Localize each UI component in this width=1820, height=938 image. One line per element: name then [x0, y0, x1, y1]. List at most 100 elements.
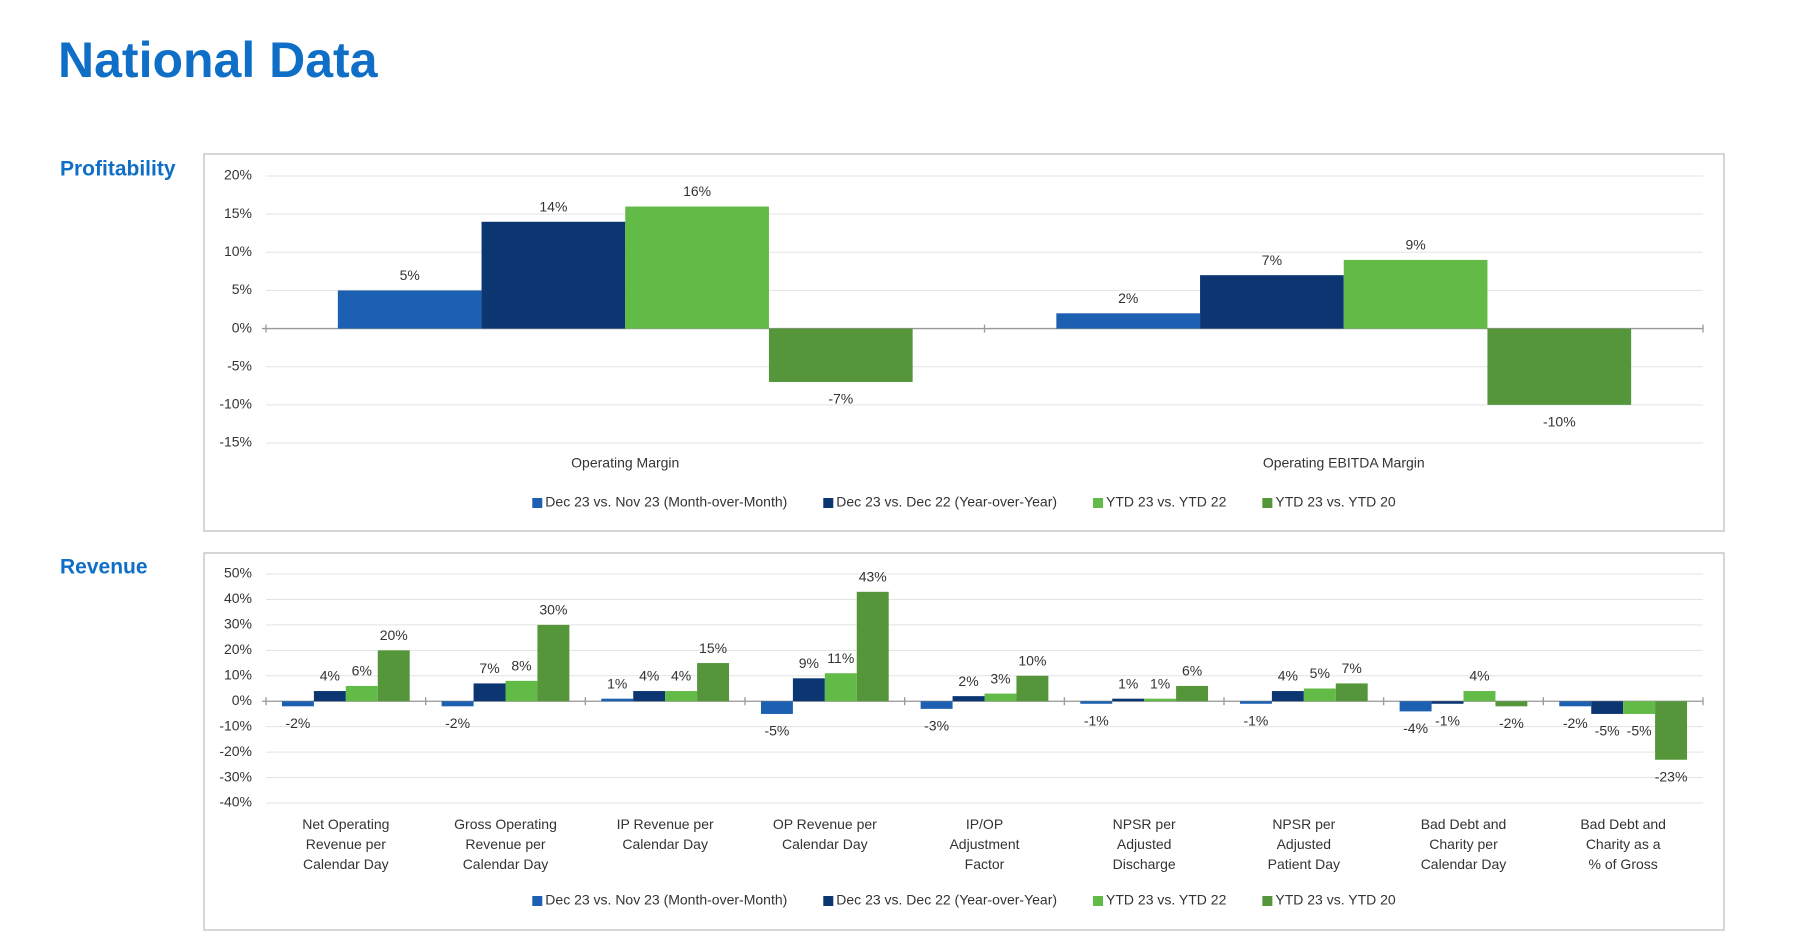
legend-label: Dec 23 vs. Nov 23 (Month-over-Month) [545, 494, 787, 510]
bar [633, 691, 666, 702]
bar [1176, 685, 1209, 702]
value-label: -5% [1595, 723, 1620, 739]
bar [601, 698, 634, 702]
value-label: 10% [1018, 652, 1046, 668]
y-tick-label: -40% [219, 794, 252, 810]
section-title: Revenue [60, 556, 148, 579]
legend-label: Dec 23 vs. Dec 22 (Year-over-Year) [836, 892, 1057, 908]
x-tick-label: IP/OP Adjustment Factor [949, 816, 1019, 872]
value-label: 9% [799, 655, 819, 671]
value-label: -7% [828, 391, 853, 407]
value-label: -4% [1403, 720, 1428, 736]
bar [1016, 675, 1049, 702]
section-title: Profitability [60, 158, 176, 181]
chart-frame [203, 552, 1725, 931]
bar [1144, 698, 1177, 702]
value-label: -2% [285, 715, 310, 731]
value-label: 7% [479, 660, 499, 676]
bar [856, 591, 889, 702]
legend-swatch [532, 896, 543, 906]
bar [1623, 701, 1656, 714]
bar [313, 691, 346, 702]
value-label: 7% [1342, 660, 1362, 676]
bar [1431, 701, 1464, 704]
value-label: -3% [924, 718, 949, 734]
y-tick-label: 30% [224, 616, 252, 632]
bar [1239, 701, 1272, 704]
bar [1495, 701, 1528, 707]
y-tick-label: -10% [219, 717, 252, 733]
x-tick-label: Bad Debt and Charity per Calendar Day [1421, 816, 1507, 872]
value-label: 8% [511, 658, 531, 674]
value-label: -5% [764, 723, 789, 739]
value-label: 6% [1182, 663, 1202, 679]
bar [537, 624, 570, 702]
bar [1487, 328, 1632, 405]
value-label: 30% [539, 602, 567, 618]
value-label: 4% [671, 668, 691, 684]
value-label: 3% [990, 670, 1010, 686]
bar [345, 685, 378, 702]
legend-swatch [1093, 896, 1104, 906]
value-label: -10% [1543, 414, 1576, 430]
bar [768, 328, 913, 382]
bar [952, 696, 985, 702]
bar [920, 701, 953, 709]
bar [1399, 701, 1432, 712]
bar [984, 693, 1017, 702]
y-tick-label: 20% [224, 167, 252, 183]
x-tick-label: NPSR per Adjusted Patient Day [1268, 816, 1340, 872]
x-tick-label: OP Revenue per Calendar Day [773, 816, 877, 852]
y-tick-label: 10% [224, 666, 252, 682]
value-label: 1% [1118, 675, 1138, 691]
bar [337, 290, 482, 329]
bar [1343, 259, 1488, 329]
y-tick-label: 5% [232, 281, 252, 297]
x-tick-label: Operating EBITDA Margin [1263, 455, 1425, 471]
y-tick-label: 20% [224, 641, 252, 657]
value-label: 4% [320, 668, 340, 684]
bar [473, 683, 506, 702]
value-label: 16% [683, 183, 711, 199]
value-label: -2% [1499, 715, 1524, 731]
value-label: -1% [1084, 712, 1109, 728]
x-tick-label: Bad Debt and Charity as a% of Gross [1580, 816, 1666, 872]
value-label: 2% [1118, 290, 1138, 306]
bar [481, 221, 626, 329]
legend-swatch [1093, 498, 1104, 508]
bar [441, 701, 474, 707]
x-tick-label: Net Operating Revenue per Calendar Day [302, 816, 389, 872]
value-label: 2% [958, 673, 978, 689]
page-title: National Data [58, 32, 379, 88]
legend-swatch [1262, 498, 1273, 508]
bar [1271, 691, 1304, 702]
value-label: -1% [1435, 712, 1460, 728]
legend-swatch [823, 498, 834, 508]
legend-label: Dec 23 vs. Dec 22 (Year-over-Year) [836, 494, 1057, 510]
bar [625, 206, 769, 329]
x-tick-label: Gross Operating Revenue per Calendar Day [454, 816, 557, 872]
bar [1463, 691, 1496, 702]
y-tick-label: -15% [219, 434, 252, 450]
x-tick-label: Operating Margin [571, 455, 679, 471]
value-label: -1% [1243, 712, 1268, 728]
value-label: 4% [1278, 668, 1298, 684]
y-tick-label: -5% [227, 357, 252, 373]
value-label: 43% [859, 569, 887, 585]
legend-label: YTD 23 vs. YTD 20 [1275, 892, 1396, 908]
value-label: -2% [445, 715, 470, 731]
y-tick-label: 0% [232, 692, 252, 708]
bar [1303, 688, 1336, 702]
value-label: 7% [1262, 252, 1282, 268]
value-label: 14% [539, 198, 567, 214]
value-label: 1% [607, 675, 627, 691]
y-tick-label: 50% [224, 565, 252, 581]
y-tick-label: 15% [224, 205, 252, 221]
value-label: 5% [1310, 665, 1330, 681]
chart-frame [203, 153, 1725, 532]
bar [1655, 701, 1688, 760]
x-tick-label: IP Revenue per Calendar Day [617, 816, 714, 852]
legend-swatch [532, 498, 543, 508]
bar [377, 650, 410, 702]
